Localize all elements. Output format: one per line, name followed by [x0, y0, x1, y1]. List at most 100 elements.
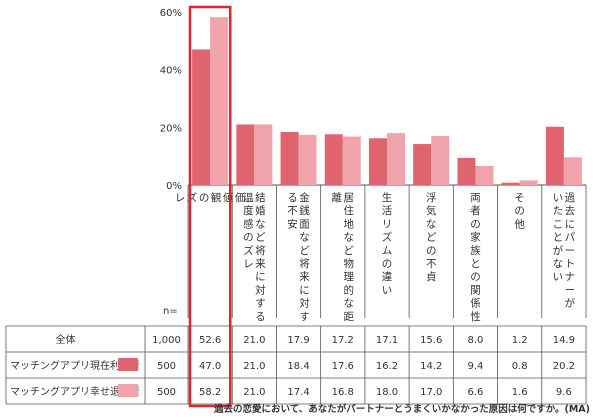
- category-label-char: 来: [255, 258, 266, 270]
- table-cell: 20.2: [553, 361, 575, 372]
- bar-current-user: [413, 144, 432, 185]
- category-label-char: の: [382, 258, 393, 270]
- category-label-char: 他: [514, 217, 525, 230]
- bar-happy-retiree: [475, 165, 494, 185]
- category-label-char: と: [470, 258, 481, 270]
- table-n-value: 500: [157, 361, 176, 372]
- category-label-char: 地: [344, 217, 355, 230]
- category-label-char: 結: [255, 191, 266, 204]
- category-label-char: こ: [553, 218, 564, 230]
- category-label-char: る: [255, 311, 266, 323]
- table-cell: 0.8: [512, 361, 528, 372]
- bar-current-user: [192, 49, 211, 185]
- highlight-box: [188, 5, 232, 408]
- category-label-char: 不: [287, 205, 298, 217]
- bar-current-user: [545, 126, 564, 185]
- category-label-char: 来: [299, 271, 310, 283]
- category-label-char: の: [514, 205, 525, 217]
- bar-happy-retiree: [519, 180, 538, 185]
- category-label-char: 離: [332, 191, 343, 204]
- category-label-char: な: [255, 218, 266, 230]
- category-label-char: 居: [344, 192, 355, 204]
- table-cell: 9.4: [467, 361, 483, 372]
- category-label-char: 距: [344, 311, 355, 323]
- category-label-char: な: [426, 218, 437, 230]
- table-cell: 1.6: [512, 387, 528, 398]
- category-label-char: ど: [344, 245, 355, 257]
- category-label-char: な: [553, 258, 564, 270]
- category-label-char: ナ: [565, 271, 576, 283]
- table-cell: 17.9: [287, 335, 309, 346]
- category-label-char: 過: [565, 192, 576, 204]
- category-label-char: 物: [344, 257, 355, 270]
- table-cell: 6.6: [467, 387, 483, 398]
- table-cell: 58.2: [199, 387, 221, 398]
- bar-happy-retiree: [563, 157, 582, 185]
- category-label-char: ズ: [382, 231, 393, 244]
- bar-current-user: [457, 157, 476, 185]
- table-cell: 18.4: [287, 361, 309, 372]
- category-label-char: 性: [470, 310, 481, 323]
- table-cell: 16.8: [332, 387, 354, 398]
- category-label-char: 的: [344, 283, 355, 296]
- category-label-char: の: [199, 192, 210, 204]
- category-label-char: 婚: [255, 204, 266, 217]
- category-label-char: ズ: [187, 191, 198, 204]
- table-cell: 8.0: [467, 335, 483, 346]
- category-label-char: 係: [470, 298, 481, 310]
- category-label-char: 温: [243, 192, 254, 204]
- bar-current-user: [236, 124, 255, 185]
- bar-current-user: [369, 138, 387, 185]
- category-label-char: 観: [211, 191, 222, 204]
- table-row-name: マッチングアプリ現在利用者: [10, 359, 140, 372]
- y-tick-label: 60%: [160, 8, 182, 19]
- chart-caption: 過去の恋愛において、あなたがパートナーとうまくいかなかった原因は何ですか。(MA…: [213, 403, 590, 415]
- table-cell: 52.6: [199, 335, 221, 346]
- category-label-char: の: [470, 271, 481, 283]
- table-cell: 17.0: [420, 387, 442, 398]
- category-label-char: 将: [255, 245, 266, 257]
- category-label-char: 面: [299, 218, 310, 230]
- category-label-char: ど: [255, 232, 266, 244]
- category-label-char: な: [344, 232, 355, 244]
- category-label-char: 住: [344, 204, 355, 217]
- n-label: n=: [163, 306, 178, 317]
- category-label-char: 家: [470, 231, 481, 244]
- category-label-char: ー: [565, 245, 576, 257]
- category-label-char: 気: [426, 204, 437, 217]
- category-label-char: 値: [223, 191, 234, 204]
- category-label-char: 去: [565, 205, 576, 217]
- table-cell: 21.0: [243, 335, 265, 346]
- table-cell: 47.0: [199, 361, 221, 372]
- table-cell: 14.9: [553, 335, 575, 346]
- bar-happy-retiree: [387, 133, 405, 185]
- table-cell: 21.0: [243, 361, 265, 372]
- category-label-char: そ: [514, 192, 525, 204]
- category-label-char: リ: [382, 218, 393, 230]
- category-label-char: 感: [243, 217, 254, 230]
- category-label-char: 対: [255, 283, 266, 296]
- bar-current-user: [501, 182, 520, 185]
- bar-happy-retiree: [342, 136, 361, 185]
- table-row-name: 全体: [56, 333, 76, 346]
- bar-happy-retiree: [254, 124, 273, 185]
- category-label-char: ズ: [243, 244, 254, 257]
- category-label-char: と: [553, 232, 564, 244]
- bar-happy-retiree: [298, 134, 317, 185]
- category-label-char: た: [553, 205, 564, 217]
- category-label-char: ー: [565, 284, 576, 296]
- category-label-char: す: [299, 311, 310, 323]
- category-label-char: レ: [243, 258, 254, 270]
- category-label-char: パ: [565, 232, 576, 244]
- category-label-char: ト: [565, 258, 576, 270]
- table-cell: 17.2: [332, 335, 354, 346]
- category-label-char: の: [470, 218, 481, 230]
- table-cell: 18.0: [376, 387, 398, 398]
- category-label-char: に: [299, 284, 310, 296]
- category-label-char: 違: [382, 270, 393, 283]
- legend-swatch: [118, 358, 138, 371]
- category-label-char: 族: [470, 244, 481, 257]
- category-label-char: 銭: [299, 204, 310, 217]
- category-label-char: る: [287, 192, 298, 204]
